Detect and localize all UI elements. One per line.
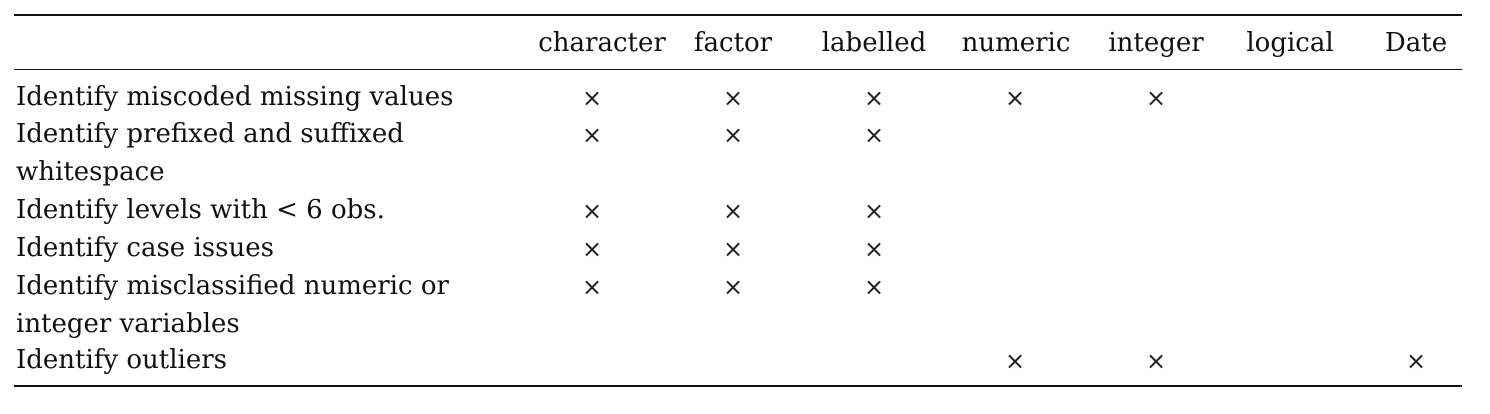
- column-header-factor: factor: [693, 28, 773, 58]
- check-mark-icon: ×: [581, 197, 603, 225]
- check-mark-icon: ×: [722, 235, 744, 263]
- top-rule: [14, 14, 1462, 16]
- column-header-logical: logical: [1246, 28, 1334, 58]
- row-label-case-issues: Identify case issues: [16, 233, 274, 263]
- check-mark-icon: ×: [581, 121, 603, 149]
- check-mark-icon: ×: [581, 235, 603, 263]
- check-mark-icon: ×: [1004, 84, 1026, 112]
- check-mark-icon: ×: [863, 84, 885, 112]
- row-label-outliers: Identify outliers: [16, 345, 228, 375]
- check-mark-icon: ×: [722, 121, 744, 149]
- bottom-rule: [14, 385, 1462, 387]
- check-mark-icon: ×: [722, 197, 744, 225]
- column-header-labelled: labelled: [821, 28, 927, 58]
- check-mark-icon: ×: [863, 121, 885, 149]
- check-mark-icon: ×: [722, 273, 744, 301]
- check-mark-icon: ×: [581, 273, 603, 301]
- row-label-levels: Identify levels with < 6 obs.: [16, 195, 385, 225]
- check-mark-icon: ×: [1405, 347, 1427, 375]
- row-label-whitespace: Identify prefixed and suffixed whitespac…: [16, 119, 404, 187]
- column-header-character: character: [538, 28, 666, 58]
- check-mark-icon: ×: [1145, 347, 1167, 375]
- check-mark-icon: ×: [581, 84, 603, 112]
- header-rule: [14, 69, 1462, 70]
- row-label-miscoded-missing: Identify miscoded missing values: [16, 82, 454, 112]
- check-mark-icon: ×: [1145, 84, 1167, 112]
- check-mark-icon: ×: [1004, 347, 1026, 375]
- column-header-numeric: numeric: [961, 28, 1071, 58]
- column-header-date: Date: [1384, 28, 1448, 58]
- row-label-misclassified: Identify misclassified numeric or intege…: [16, 271, 449, 339]
- check-mark-icon: ×: [863, 273, 885, 301]
- check-mark-icon: ×: [722, 84, 744, 112]
- check-mark-icon: ×: [863, 197, 885, 225]
- column-header-integer: integer: [1108, 28, 1204, 58]
- check-mark-icon: ×: [863, 235, 885, 263]
